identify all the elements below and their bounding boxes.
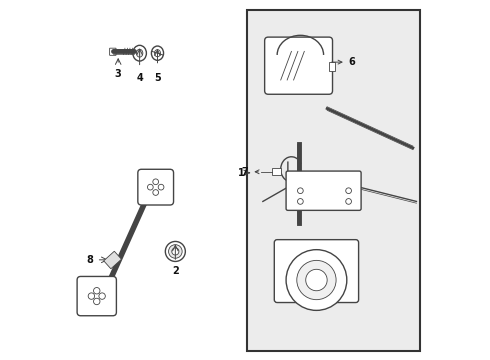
FancyBboxPatch shape <box>286 171 361 210</box>
Circle shape <box>306 269 327 291</box>
FancyBboxPatch shape <box>274 240 359 302</box>
Circle shape <box>297 188 303 194</box>
FancyBboxPatch shape <box>77 276 117 316</box>
Text: 3: 3 <box>115 69 122 79</box>
Bar <box>272 168 281 175</box>
Ellipse shape <box>133 45 147 61</box>
Circle shape <box>88 293 95 299</box>
Circle shape <box>153 190 159 195</box>
FancyBboxPatch shape <box>138 169 173 205</box>
Bar <box>104 251 122 269</box>
Bar <box>329 62 335 71</box>
Circle shape <box>297 199 303 204</box>
Circle shape <box>286 249 347 310</box>
Text: 1: 1 <box>238 168 245 178</box>
Text: 7: 7 <box>242 167 259 177</box>
FancyBboxPatch shape <box>247 10 420 351</box>
Text: 6: 6 <box>332 57 355 67</box>
Circle shape <box>346 199 351 204</box>
Circle shape <box>99 293 105 299</box>
Circle shape <box>153 179 159 185</box>
Circle shape <box>94 298 100 305</box>
Ellipse shape <box>136 49 143 57</box>
Text: 5: 5 <box>154 73 161 83</box>
Text: 2: 2 <box>172 266 179 276</box>
Ellipse shape <box>154 50 161 57</box>
FancyBboxPatch shape <box>110 48 116 55</box>
Circle shape <box>169 245 182 258</box>
Circle shape <box>147 184 153 190</box>
FancyBboxPatch shape <box>265 37 333 94</box>
Circle shape <box>165 242 185 261</box>
Ellipse shape <box>151 46 164 60</box>
Circle shape <box>158 184 164 190</box>
Circle shape <box>94 288 100 294</box>
Circle shape <box>172 248 179 255</box>
Circle shape <box>297 260 336 300</box>
Circle shape <box>346 188 351 194</box>
Text: 8: 8 <box>86 255 93 265</box>
Text: 4: 4 <box>136 73 143 83</box>
